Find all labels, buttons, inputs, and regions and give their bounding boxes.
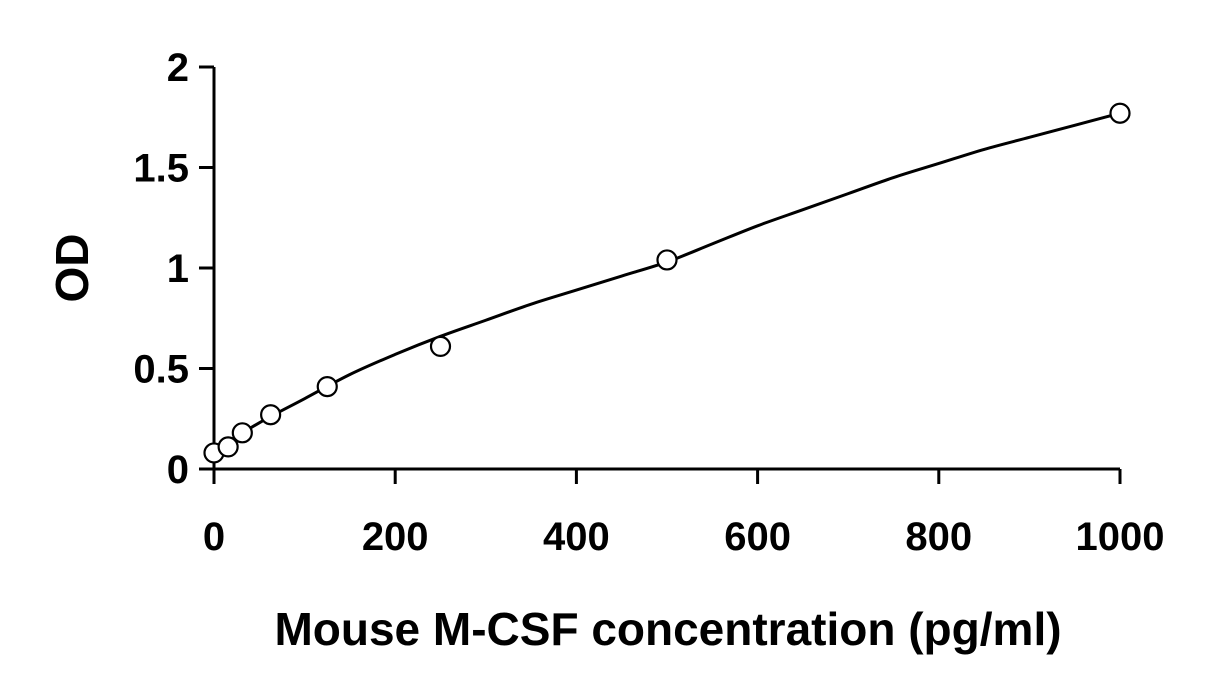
x-tick-label: 600 [724, 515, 791, 559]
x-tick-label: 400 [543, 515, 610, 559]
data-point [231, 422, 253, 444]
x-axis-title: Mouse M-CSF concentration (pg/ml) [274, 603, 1061, 655]
y-tick-label: 0 [167, 448, 189, 492]
y-tick-label: 1 [167, 247, 189, 291]
data-point [429, 335, 452, 357]
data-point [1109, 102, 1131, 124]
x-tick-label: 800 [905, 515, 972, 559]
y-axis-ticks: 0 0.5 1 1.5 2 [133, 46, 214, 492]
data-point [260, 404, 282, 426]
x-tick-label: 0 [203, 515, 225, 559]
y-tick-label: 1.5 [133, 147, 189, 191]
data-points [203, 102, 1131, 464]
x-tick-label: 200 [362, 515, 429, 559]
data-point [217, 436, 239, 458]
data-point [656, 249, 678, 271]
x-axis-ticks: 0 200 400 600 800 1000 [203, 469, 1165, 559]
y-tick-label: 0.5 [133, 348, 189, 392]
x-tick-label: 1000 [1076, 515, 1165, 559]
y-axis-title: OD [46, 234, 98, 303]
data-point [316, 375, 338, 398]
fit-curve [213, 111, 1121, 453]
y-tick-label: 2 [167, 46, 189, 90]
